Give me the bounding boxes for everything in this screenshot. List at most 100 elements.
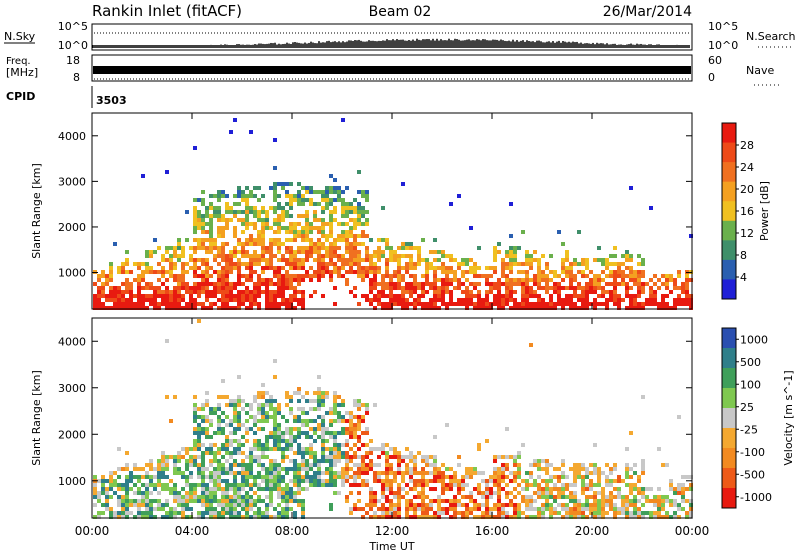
heat-cell [381,302,385,306]
heat-cell [441,479,445,483]
heat-cell [361,206,365,210]
heat-cell [153,238,157,242]
heat-cell [237,218,241,222]
heat-cell [221,411,225,415]
heat-cell [285,214,289,218]
heat-cell [169,246,173,250]
heat-cell [405,282,409,286]
heat-cell [289,222,293,226]
heat-cell [485,266,489,270]
heat-cell [505,483,509,487]
heat-cell [553,467,557,471]
heat-cell [681,499,685,503]
heat-cell [405,471,409,475]
heat-cell [245,250,249,254]
heat-cell [661,503,665,507]
heat-cell [301,274,305,278]
heat-cell [345,238,349,242]
heat-cell [269,471,273,475]
heat-cell [593,290,597,294]
heat-cell [201,246,205,250]
heat-cell [469,511,473,515]
heat-cell [357,439,361,443]
nsearch-tick-bottom: 10^0 [708,39,738,52]
heat-cell [173,290,177,294]
heat-cell [457,483,461,487]
heat-cell [213,495,217,499]
heat-cell [105,306,109,310]
heat-cell [465,262,469,266]
heat-cell [325,455,329,459]
heat-cell [373,479,377,483]
heat-cell [241,302,245,306]
heat-cell [389,298,393,302]
heat-cell [373,250,377,254]
heat-cell [313,270,317,274]
heat-cell [657,286,661,290]
heat-cell [305,258,309,262]
heat-cell [297,302,301,306]
heat-cell [601,290,605,294]
heat-cell [225,210,229,214]
heat-cell [261,515,265,519]
heat-cell [457,455,461,459]
heat-cell [545,459,549,463]
heat-cell [369,266,373,270]
heat-cell [137,298,141,302]
heat-cell [293,254,297,258]
heat-cell [333,431,337,435]
heat-cell [221,431,225,435]
heat-cell [177,499,181,503]
heat-cell [113,306,117,310]
heat-cell [609,290,613,294]
heat-cell [289,206,293,210]
heat-cell [97,306,101,310]
heat-cell [493,483,497,487]
heat-cell [225,258,229,262]
heat-cell [449,487,453,491]
heat-cell [181,455,185,459]
heat-cell [313,483,317,487]
heat-cell [317,202,321,206]
heat-cell [185,475,189,479]
heat-cell [277,274,281,278]
heat-cell [309,278,313,282]
heat-cell [357,399,361,403]
colorbar-segment [722,328,736,349]
nsky-trace [92,32,690,48]
heat-cell [529,302,533,306]
heat-cell [657,511,661,515]
heat-cell [677,487,681,491]
heat-cell [529,278,533,282]
nsearch-tick-top: 10^5 [708,20,738,33]
heat-cell [349,230,353,234]
heat-cell [209,419,213,423]
heat-cell [253,210,257,214]
heat-cell [141,302,145,306]
heat-cell [101,290,105,294]
heat-cell [393,475,397,479]
heat-cell [505,515,509,519]
heat-cell [193,419,197,423]
heat-cell [497,302,501,306]
heat-cell [605,475,609,479]
heat-cell [153,483,157,487]
heat-cell [165,298,169,302]
heat-cell [621,282,625,286]
heat-cell [433,475,437,479]
heat-cell [385,467,389,471]
heat-cell [381,511,385,515]
heat-cell [269,463,273,467]
heat-cell [593,495,597,499]
heat-cell [265,298,269,302]
heat-cell [205,214,209,218]
heat-cell [217,503,221,507]
heat-cell [281,186,285,190]
heat-cell [373,511,377,515]
heat-cell [145,254,149,258]
heat-cell [233,246,237,250]
heat-cell [557,290,561,294]
heat-cell [585,290,589,294]
heat-cell [589,270,593,274]
